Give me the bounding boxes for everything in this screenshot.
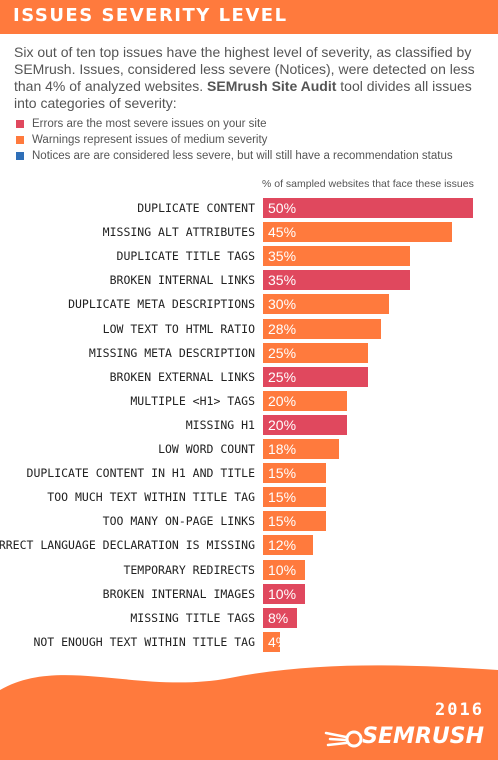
bar: 45% <box>263 222 452 243</box>
bar: 10% <box>263 559 305 580</box>
bar: 28% <box>263 318 381 339</box>
legend-swatch-errors <box>16 120 24 128</box>
bar-label: Duplicate meta descriptions <box>68 297 255 312</box>
bar: 25% <box>263 366 368 387</box>
bar: 4% <box>263 631 288 652</box>
bar-label: Missing title tags <box>130 610 255 625</box>
bar-label: Too much text within title tag <box>47 490 255 505</box>
bar-value-label: 35% <box>268 248 297 265</box>
bar-value-label: 20% <box>268 392 297 409</box>
legend-item-warnings: Warnings represent issues of medium seve… <box>14 132 494 148</box>
bar-value-label: 25% <box>268 344 297 361</box>
bar-value-label: 20% <box>268 416 297 433</box>
bar: 35% <box>263 270 410 291</box>
semrush-logo: SEMRUSH <box>324 722 484 752</box>
bar: 18% <box>263 439 339 459</box>
bar-value-label: 12% <box>268 537 297 554</box>
bar-label: Temporary redirects <box>123 562 255 577</box>
bar-value-label: 15% <box>268 465 297 482</box>
bar: 15% <box>263 487 326 508</box>
intro-text-2: tool divides all issues into categories … <box>14 78 472 111</box>
bar-label: Missing ALT attributes <box>102 225 255 240</box>
footer-wave <box>0 665 498 760</box>
bar-label: Duplicate content <box>137 201 255 215</box>
legend-item-errors: Errors are the most severe issues on you… <box>14 116 494 132</box>
legend-item-notices: Notices are are considered less severe, … <box>14 148 494 164</box>
legend-swatch-warnings <box>16 136 24 144</box>
bar-value-label: 45% <box>268 224 297 241</box>
bar: 35% <box>263 246 410 267</box>
bar: 15% <box>263 511 326 532</box>
footer: 2016 SEMRUSH <box>0 660 498 760</box>
bar: 50% <box>263 198 473 218</box>
bar-label: Broken internal images <box>102 586 255 601</box>
bar: 20% <box>263 390 347 411</box>
bar-label: Correct language declaration is missing <box>0 538 255 553</box>
bar-value-label: 28% <box>268 320 297 337</box>
intro-text-1: Six out of ten top issues have the highe… <box>14 44 475 94</box>
bar-value-label: 25% <box>268 368 297 385</box>
bar-value-label: 10% <box>268 585 297 602</box>
bar: 8% <box>263 607 297 628</box>
bar-value-label: 18% <box>268 441 297 457</box>
bar: 30% <box>263 294 389 315</box>
legend-swatch-notices <box>16 152 24 160</box>
legend-label-notices: Notices are are considered less severe, … <box>32 150 453 162</box>
bar: 12% <box>263 535 314 556</box>
intro-paragraph: Six out of ten top issues have the highe… <box>14 44 484 112</box>
bar: 15% <box>263 463 326 484</box>
bar-value-label: 35% <box>268 272 297 289</box>
bar-value-label: 15% <box>268 513 297 530</box>
bar-label: Duplicate title tags <box>116 249 255 264</box>
bar-value-label: 10% <box>268 561 297 578</box>
flame-icon <box>324 730 363 748</box>
chart-note: % of sampled websites that face these is… <box>262 178 474 190</box>
logo-wordmark: SEMRUSH <box>362 724 484 749</box>
bar-label: Broken external links <box>109 369 255 384</box>
bar-value-label: 30% <box>268 296 297 313</box>
bar-label: Duplicate content in H1 and title <box>26 466 255 481</box>
bar-label: Low text to HTML ratio <box>102 321 255 336</box>
intro-bold: SEMrush Site Audit <box>207 78 337 94</box>
bar-label: Not enough text within title tag <box>33 634 255 649</box>
bar: 10% <box>263 583 305 604</box>
bar-value-label: 15% <box>268 489 297 506</box>
bar: 25% <box>263 342 368 363</box>
header-banner: Issues severity level <box>0 0 498 34</box>
bar-value-label: 4% <box>268 633 289 650</box>
bar-label: Too many on-page links <box>102 514 255 529</box>
footer-year: 2016 <box>435 700 484 720</box>
legend-label-errors: Errors are the most severe issues on you… <box>32 118 267 130</box>
legend: Errors are the most severe issues on you… <box>14 116 494 164</box>
bar-value-label: 8% <box>268 609 289 626</box>
bar-label: Missing H1 <box>185 417 255 432</box>
bar-label: Low word count <box>158 442 255 456</box>
bar-label: Multiple <H1> tags <box>130 393 255 408</box>
legend-label-warnings: Warnings represent issues of medium seve… <box>32 134 268 146</box>
page-title: Issues severity level <box>13 5 288 26</box>
bar: 20% <box>263 414 347 435</box>
bar-value-label: 50% <box>268 200 297 216</box>
bar-label: Broken internal links <box>109 273 255 288</box>
bar-label: Missing meta description <box>88 345 255 360</box>
